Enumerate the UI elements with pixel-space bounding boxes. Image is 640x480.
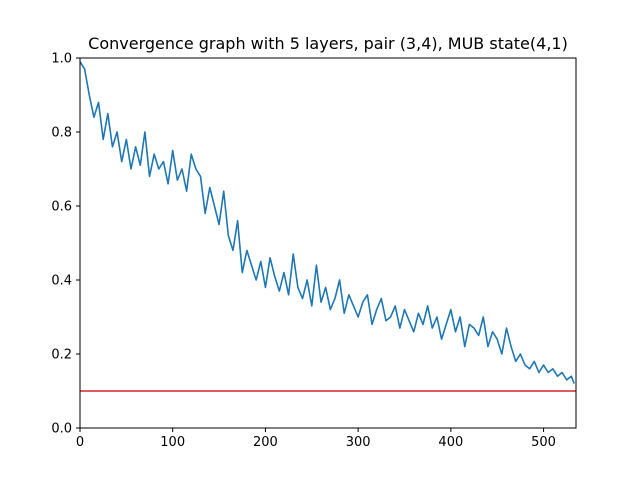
y-axis: 0.0 0.2 0.4 0.6 0.8 1.0 [51,52,80,437]
series-line-convergence [79,61,575,384]
y-tick-label: 0.4 [51,274,72,289]
plot-frame [79,57,577,429]
y-tick-label: 0.8 [51,126,72,141]
y-tick-label: 0.2 [51,348,72,363]
x-axis: 0 100 200 300 400 500 [76,428,556,450]
chart-title: Convergence graph with 5 layers, pair (3… [88,34,568,53]
x-tick-label: 0 [76,435,84,450]
y-tick-label: 0.0 [51,422,72,437]
x-tick-label: 300 [346,435,371,450]
x-tick-label: 100 [160,435,185,450]
y-tick-label: 0.6 [51,200,72,215]
x-tick-label: 200 [253,435,278,450]
y-tick-label: 1.0 [51,52,72,67]
x-tick-label: 500 [531,435,556,450]
x-tick-label: 400 [438,435,463,450]
plot-area [79,61,576,392]
